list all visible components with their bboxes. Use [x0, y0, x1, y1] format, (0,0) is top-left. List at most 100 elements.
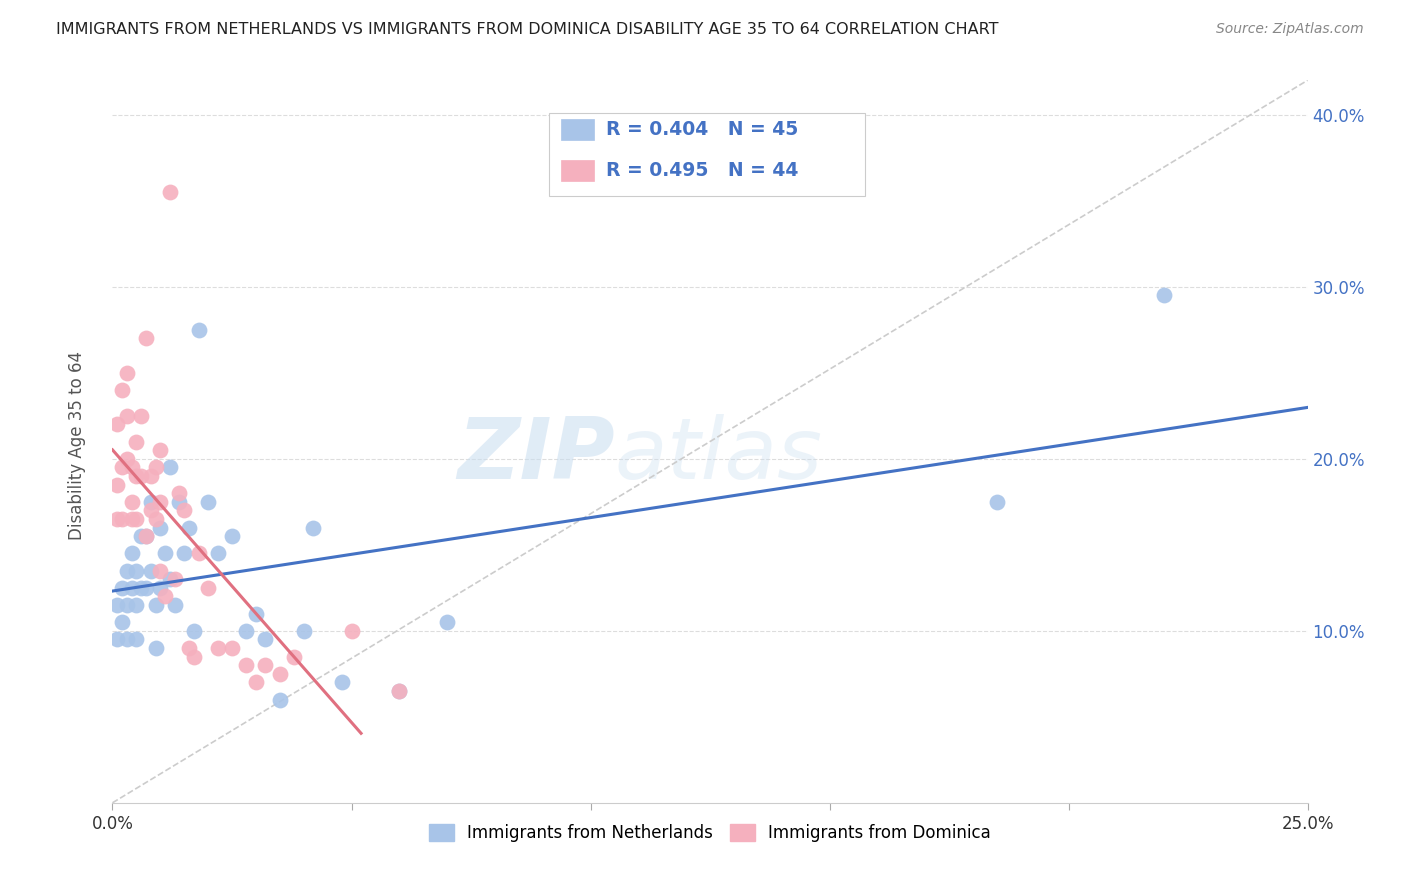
Point [169, 486, 191, 500]
Point [330, 675, 353, 690]
Point [121, 460, 143, 475]
Point [183, 649, 205, 664]
Point [269, 666, 291, 681]
Point [235, 658, 257, 673]
Point [115, 632, 138, 647]
Point [135, 581, 157, 595]
Point [115, 366, 138, 380]
Point [135, 529, 157, 543]
Point [269, 692, 291, 706]
Point [159, 572, 181, 586]
Point [254, 632, 277, 647]
Point [105, 632, 128, 647]
Point [173, 503, 195, 517]
Point [129, 409, 152, 423]
Text: IMMIGRANTS FROM NETHERLANDS VS IMMIGRANTS FROM DOMINICA DISABILITY AGE 35 TO 64 : IMMIGRANTS FROM NETHERLANDS VS IMMIGRANT… [56, 22, 998, 37]
Point [129, 469, 152, 483]
Text: Source: ZipAtlas.com: Source: ZipAtlas.com [1216, 22, 1364, 37]
Point [139, 494, 162, 508]
Point [149, 443, 172, 458]
Point [125, 564, 148, 578]
Point [159, 185, 181, 199]
Point [254, 658, 277, 673]
Point [125, 512, 148, 526]
Point [245, 607, 267, 621]
Point [105, 598, 128, 612]
Text: atlas: atlas [614, 415, 823, 498]
Point [115, 451, 138, 466]
Point [111, 512, 134, 526]
Point [139, 469, 162, 483]
Point [135, 529, 157, 543]
Text: R = 0.404   N = 45: R = 0.404 N = 45 [606, 120, 799, 139]
Point [388, 684, 411, 698]
Point [105, 477, 128, 491]
Point [125, 632, 148, 647]
Point [111, 615, 134, 630]
Point [111, 460, 134, 475]
Point [986, 494, 1008, 508]
Point [145, 460, 167, 475]
Legend: Immigrants from Netherlands, Immigrants from Dominica: Immigrants from Netherlands, Immigrants … [422, 817, 998, 848]
Point [105, 512, 128, 526]
Point [115, 598, 138, 612]
Point [145, 640, 167, 655]
Point [207, 546, 229, 560]
Point [283, 649, 305, 664]
Point [149, 564, 172, 578]
Point [153, 590, 176, 604]
Point [197, 581, 219, 595]
Point [177, 640, 200, 655]
Point [125, 434, 148, 449]
Point [1153, 288, 1175, 302]
Text: ZIP: ZIP [457, 415, 614, 498]
Point [163, 572, 186, 586]
Point [302, 520, 325, 534]
Text: Disability Age 35 to 64: Disability Age 35 to 64 [69, 351, 86, 541]
Point [207, 640, 229, 655]
Point [221, 640, 243, 655]
Point [197, 494, 219, 508]
Point [149, 494, 172, 508]
Point [221, 529, 243, 543]
Point [115, 564, 138, 578]
Point [235, 624, 257, 638]
Point [149, 520, 172, 534]
Point [145, 512, 167, 526]
Point [245, 675, 267, 690]
Point [125, 469, 148, 483]
Point [187, 323, 209, 337]
Bar [561, 160, 595, 181]
Point [187, 546, 209, 560]
Point [159, 460, 181, 475]
Point [139, 564, 162, 578]
Point [121, 494, 143, 508]
Point [388, 684, 411, 698]
Bar [561, 119, 595, 140]
Point [111, 383, 134, 397]
Point [183, 624, 205, 638]
Point [149, 581, 172, 595]
Text: R = 0.495   N = 44: R = 0.495 N = 44 [606, 161, 799, 180]
Point [153, 546, 176, 560]
Point [121, 512, 143, 526]
Point [292, 624, 315, 638]
Point [129, 581, 152, 595]
Point [135, 331, 157, 345]
Point [129, 529, 152, 543]
Point [105, 417, 128, 432]
Point [121, 546, 143, 560]
Point [163, 598, 186, 612]
Point [173, 546, 195, 560]
Point [169, 494, 191, 508]
Point [340, 624, 363, 638]
Point [115, 409, 138, 423]
Point [121, 581, 143, 595]
Point [125, 598, 148, 612]
Point [139, 503, 162, 517]
Point [111, 581, 134, 595]
Point [145, 598, 167, 612]
FancyBboxPatch shape [548, 112, 866, 196]
Point [177, 520, 200, 534]
Point [436, 615, 458, 630]
